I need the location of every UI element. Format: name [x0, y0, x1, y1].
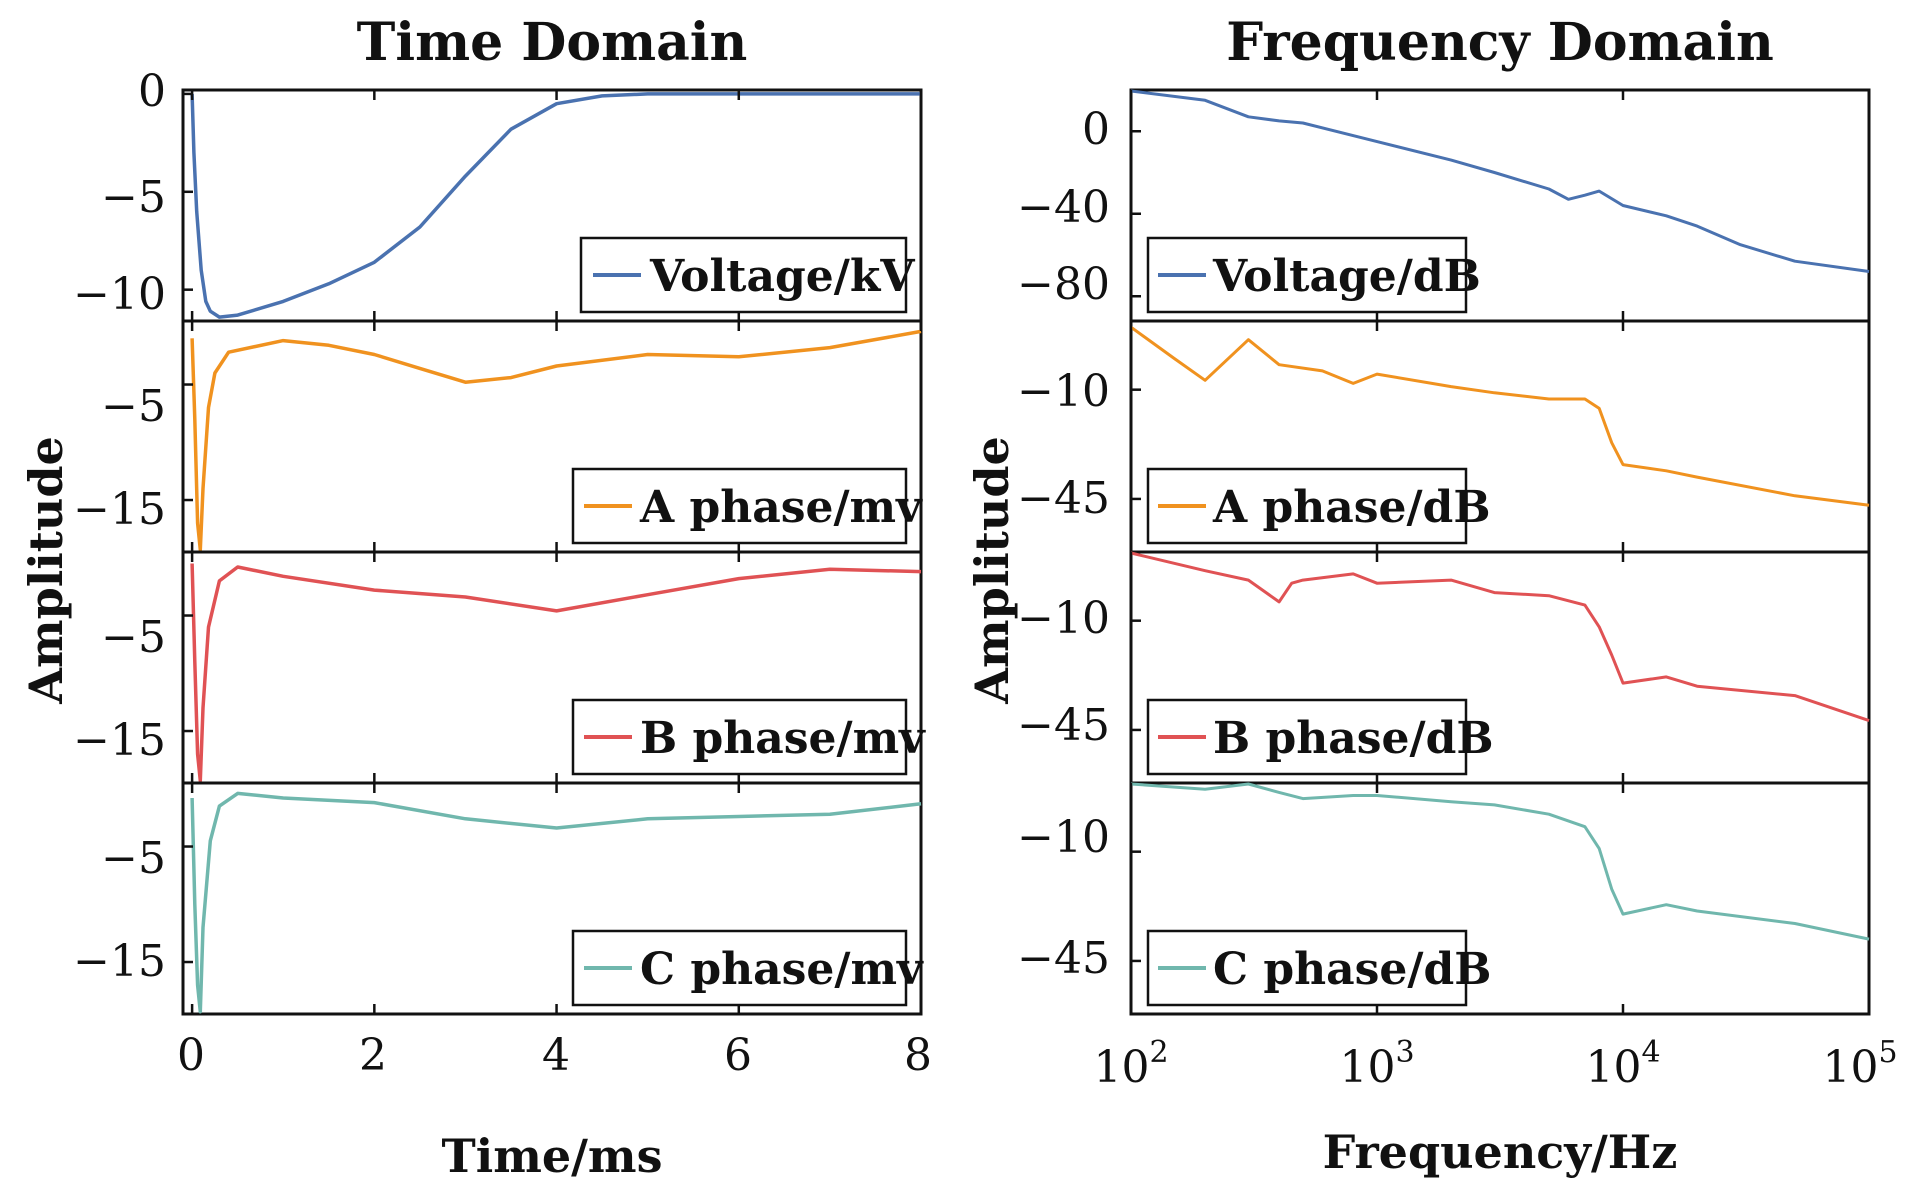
y-axis-label: Amplitude	[965, 436, 1019, 705]
x-axis-label: Frequency/Hz	[1323, 1125, 1678, 1179]
y-tick-label: 0	[1082, 104, 1110, 155]
y-tick-label: −45	[1017, 933, 1110, 984]
y-tick-label: −45	[1017, 700, 1110, 751]
legend-label: C phase/mv	[640, 944, 924, 995]
time-domain-chart: Time Domain Amplitude Time/ms 0 −5 −10 V…	[19, 12, 932, 1183]
chart-title: Time Domain	[357, 12, 748, 73]
y-tick-label: −15	[73, 715, 166, 766]
x-tick-label: 104	[1585, 1035, 1660, 1093]
x-tick-label: 103	[1339, 1035, 1414, 1093]
series-line	[190, 92, 921, 319]
x-tick-base: 10	[1339, 1042, 1395, 1093]
x-tick-exponent: 3	[1395, 1035, 1414, 1070]
y-tick-label: −45	[1017, 473, 1110, 524]
y-tick-label: 0	[138, 66, 166, 117]
subplot-voltage: 0 −5 −10 Voltage/kV	[73, 66, 923, 323]
y-tick-label: −15	[73, 484, 166, 535]
x-tick-base: 10	[1093, 1042, 1149, 1093]
x-tick-exponent: 4	[1641, 1035, 1660, 1070]
x-tick-label: 0	[177, 1030, 205, 1081]
legend-label: Voltage/dB	[1212, 251, 1481, 302]
y-tick-label: −5	[101, 172, 166, 223]
subplot-b-phase: −10 −45 B phase/dB	[1017, 550, 1871, 785]
subplot-a-phase: −10 −45 A phase/dB	[1017, 319, 1871, 554]
subplot-voltage: 0 −40 −80 Voltage/dB	[1017, 88, 1871, 323]
subplot-a-phase: −5 −15 A phase/mv	[73, 319, 923, 554]
subplot-c-phase: −10 −45 C phase/dB	[1017, 781, 1871, 1016]
x-tick-exponent: 2	[1149, 1035, 1168, 1070]
y-axis-label: Amplitude	[19, 436, 73, 705]
x-tick-base: 10	[1585, 1042, 1641, 1093]
series-line	[1130, 782, 1870, 941]
x-tick-label: 8	[904, 1030, 932, 1081]
y-tick-label: −40	[1017, 182, 1110, 233]
series-line	[1130, 325, 1870, 507]
legend-label: A phase/mv	[639, 482, 923, 533]
y-tick-label: −5	[101, 833, 166, 884]
y-tick-label: −5	[101, 381, 166, 432]
series-line	[190, 791, 922, 1014]
y-tick-label: −5	[101, 612, 166, 663]
subplot-c-phase: −5 −15 C phase/mv	[73, 781, 924, 1016]
x-axis-label: Time/ms	[441, 1129, 662, 1183]
x-tick-label: 4	[542, 1030, 570, 1081]
x-tick-label: 6	[724, 1030, 752, 1081]
subplot-frame	[1129, 781, 1871, 1016]
subplot-frame	[181, 781, 923, 1016]
x-tick-label: 102	[1093, 1035, 1168, 1093]
legend-box	[579, 236, 908, 314]
frequency-domain-chart: Frequency Domain Amplitude Frequency/Hz …	[965, 12, 1898, 1179]
subplot-b-phase: −5 −15 B phase/mv	[73, 550, 926, 785]
legend-label: B phase/dB	[1213, 713, 1494, 764]
legend-label: Voltage/kV	[649, 251, 915, 302]
series-line	[190, 329, 922, 552]
series-line	[1130, 551, 1870, 723]
legend-label: B phase/mv	[640, 713, 926, 764]
y-tick-label: −10	[73, 269, 166, 320]
y-tick-label: −10	[1017, 366, 1110, 417]
x-tick-label: 2	[359, 1030, 387, 1081]
x-axis: 0 2 4 6 8	[177, 1030, 932, 1081]
chart-title: Frequency Domain	[1226, 12, 1774, 73]
legend-label: A phase/dB	[1212, 482, 1491, 533]
x-tick-label: 105	[1822, 1035, 1897, 1093]
x-tick-base: 10	[1822, 1042, 1878, 1093]
y-tick-label: −10	[1017, 593, 1110, 644]
y-tick-label: −10	[1017, 812, 1110, 863]
series-line	[190, 563, 922, 783]
y-tick-label: −15	[73, 936, 166, 987]
series-line	[1130, 89, 1870, 273]
x-tick-exponent: 5	[1878, 1035, 1897, 1070]
y-tick-label: −80	[1017, 259, 1110, 310]
x-axis: 102 103 104 105	[1093, 1035, 1897, 1093]
legend-label: C phase/dB	[1213, 944, 1491, 995]
